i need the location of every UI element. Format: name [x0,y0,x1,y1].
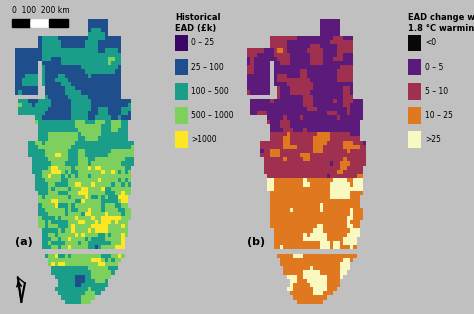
Text: 0 – 5: 0 – 5 [425,62,443,72]
Bar [175,59,188,75]
Text: EAD change with
1.8 °C warming (%): EAD change with 1.8 °C warming (%) [408,13,474,33]
Text: <0: <0 [425,38,436,47]
Bar [175,83,188,100]
Bar [49,19,68,28]
Bar [408,59,421,75]
Bar [30,19,49,28]
Bar [175,131,188,148]
Bar [11,19,30,28]
Bar [408,35,421,51]
Bar [175,107,188,124]
Text: 10 – 25: 10 – 25 [425,111,453,120]
Bar [408,83,421,100]
Text: 0 – 25: 0 – 25 [191,38,214,47]
Text: (a): (a) [15,237,32,247]
Bar [175,35,188,51]
Text: 5 – 10: 5 – 10 [425,87,448,96]
Text: 500 – 1000: 500 – 1000 [191,111,234,120]
Text: 0  100  200 km: 0 100 200 km [11,6,69,15]
Text: 25 – 100: 25 – 100 [191,62,224,72]
Bar [408,107,421,124]
Text: >25: >25 [425,135,441,144]
Bar [408,131,421,148]
Text: 100 – 500: 100 – 500 [191,87,229,96]
Text: Historical
EAD (£k): Historical EAD (£k) [175,13,221,33]
Text: (b): (b) [247,237,265,247]
Text: >1000: >1000 [191,135,217,144]
